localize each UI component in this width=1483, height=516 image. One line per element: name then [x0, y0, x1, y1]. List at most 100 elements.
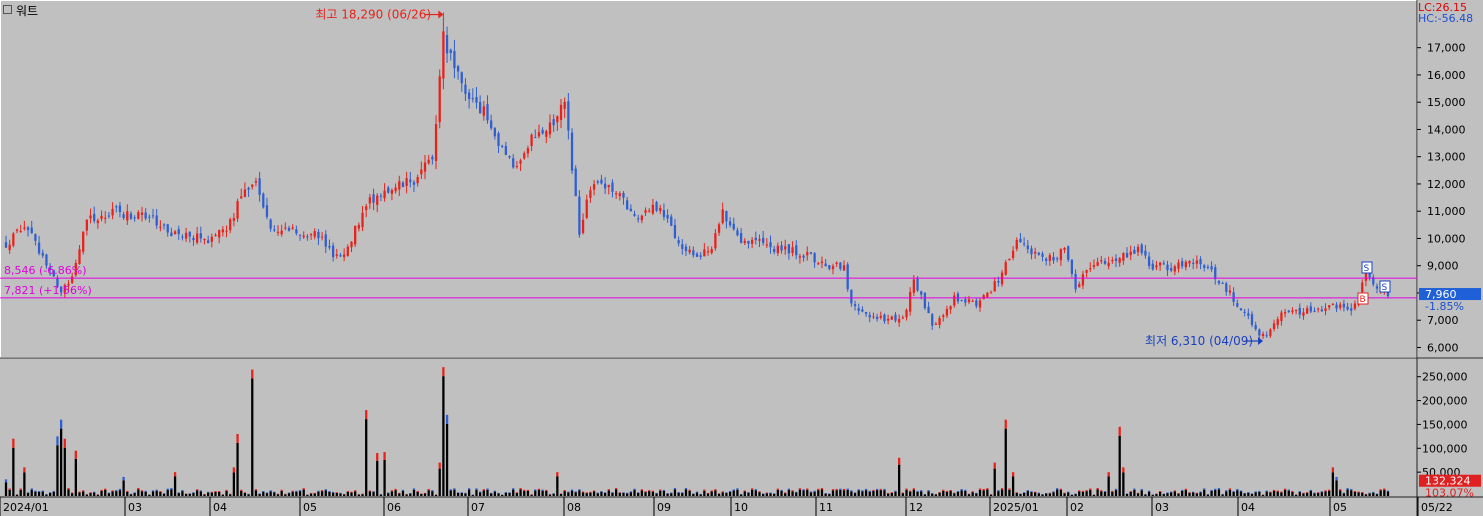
volume-bar [1063, 493, 1066, 496]
volume-bar-cap [19, 488, 22, 490]
volume-bar [52, 491, 55, 496]
volume-bar [287, 493, 291, 496]
volume-bar-cap [1052, 491, 1055, 493]
candle-body [1214, 267, 1217, 280]
candle-body [681, 244, 684, 249]
volume-bar [688, 490, 691, 496]
volume-bar-cap [1254, 491, 1257, 493]
candle-body [276, 231, 280, 233]
volume-bar [331, 492, 335, 496]
volume-bar [710, 491, 713, 496]
candle-body [59, 286, 63, 293]
candle-body [361, 212, 364, 228]
volume-bar-cap [637, 492, 640, 493]
candle-body [622, 193, 625, 198]
candle-body [19, 230, 22, 232]
volume-bar-cap [765, 492, 768, 494]
candle-body [1015, 239, 1018, 249]
candle-body [1111, 259, 1114, 262]
volume-bar-cap [151, 490, 155, 492]
volume-bar-cap [898, 457, 901, 465]
candle-body [1155, 265, 1158, 268]
candle-body [1261, 333, 1265, 337]
candle-body [401, 182, 405, 188]
volume-bar-cap [508, 492, 511, 493]
candle-body [552, 119, 555, 126]
volume-bar-cap [8, 488, 11, 490]
volume-bar-cap [122, 476, 125, 481]
candle-body [118, 205, 122, 213]
volume-bar [1210, 490, 1213, 496]
volume-bar-cap [133, 492, 136, 494]
candle-body [243, 189, 247, 197]
volume-bar [574, 492, 577, 496]
candle-body [835, 262, 838, 264]
volume-bar [434, 494, 438, 496]
square-icon[interactable] [3, 5, 12, 14]
lower-line-label: 7,821 (+1.56%) [4, 284, 92, 297]
volume-bar [59, 428, 63, 496]
volume-bar [953, 493, 956, 496]
volume-bar-cap [181, 490, 184, 492]
price-tick-label: 15,000 [1427, 96, 1466, 109]
volume-bar-cap [137, 487, 140, 490]
volume-bar [681, 492, 684, 496]
candle-body [820, 261, 824, 264]
volume-bar-cap [210, 491, 213, 493]
volume-bar [758, 492, 761, 496]
volume-bar [501, 494, 504, 496]
volume-bar-cap [243, 492, 247, 493]
volume-bar-cap [769, 492, 772, 494]
candle-body [482, 106, 485, 116]
current-volume-tag [1419, 474, 1481, 487]
volume-bar [780, 490, 783, 496]
candle-body [357, 224, 360, 229]
volume-bar-cap [12, 438, 15, 448]
volume-bar [670, 493, 673, 496]
candle-body [659, 207, 662, 211]
candle-body [846, 264, 849, 290]
candle-body [1353, 303, 1357, 309]
volume-bar-cap [170, 488, 173, 490]
volume-bar [37, 491, 41, 496]
volume-bar-cap [1232, 491, 1235, 492]
volume-bar-cap [1320, 491, 1323, 493]
volume-bar [218, 491, 221, 496]
candle-body [420, 169, 423, 175]
candle-body [177, 229, 180, 235]
candle-body [842, 265, 846, 271]
candle-body [931, 314, 934, 326]
volume-bar-cap [883, 488, 886, 491]
candle-body [666, 214, 669, 219]
volume-bar-cap [842, 488, 846, 491]
candle-body [614, 193, 618, 195]
candle-body [916, 278, 919, 291]
candle-body [1136, 246, 1140, 253]
volume-bar [1147, 491, 1151, 496]
volume-bar [26, 492, 30, 496]
candle-body [394, 187, 397, 192]
volume-bar [295, 491, 298, 496]
volume-bar-cap [820, 488, 824, 490]
candle-body [1078, 284, 1081, 288]
volume-bar-cap [927, 490, 930, 492]
candle-body [1350, 308, 1353, 311]
volume-bar [486, 489, 489, 496]
volume-bar [1100, 491, 1103, 496]
volume-bar [1232, 491, 1235, 496]
volume-bar-cap [82, 490, 85, 492]
candle-body [1210, 266, 1213, 270]
volume-bar-cap [916, 490, 919, 492]
volume-tick-label: 200,000 [1422, 395, 1468, 408]
candle-body [379, 195, 383, 197]
volume-bar [1000, 489, 1004, 496]
volume-bar-cap [262, 490, 265, 492]
volume-bar [1221, 494, 1224, 496]
volume-bar-cap [1111, 490, 1114, 492]
volume-bar [1140, 490, 1143, 496]
volume-bar-cap [390, 490, 394, 492]
candle-body [637, 218, 640, 220]
candle-body [416, 177, 419, 184]
volume-bar-cap [618, 492, 621, 493]
